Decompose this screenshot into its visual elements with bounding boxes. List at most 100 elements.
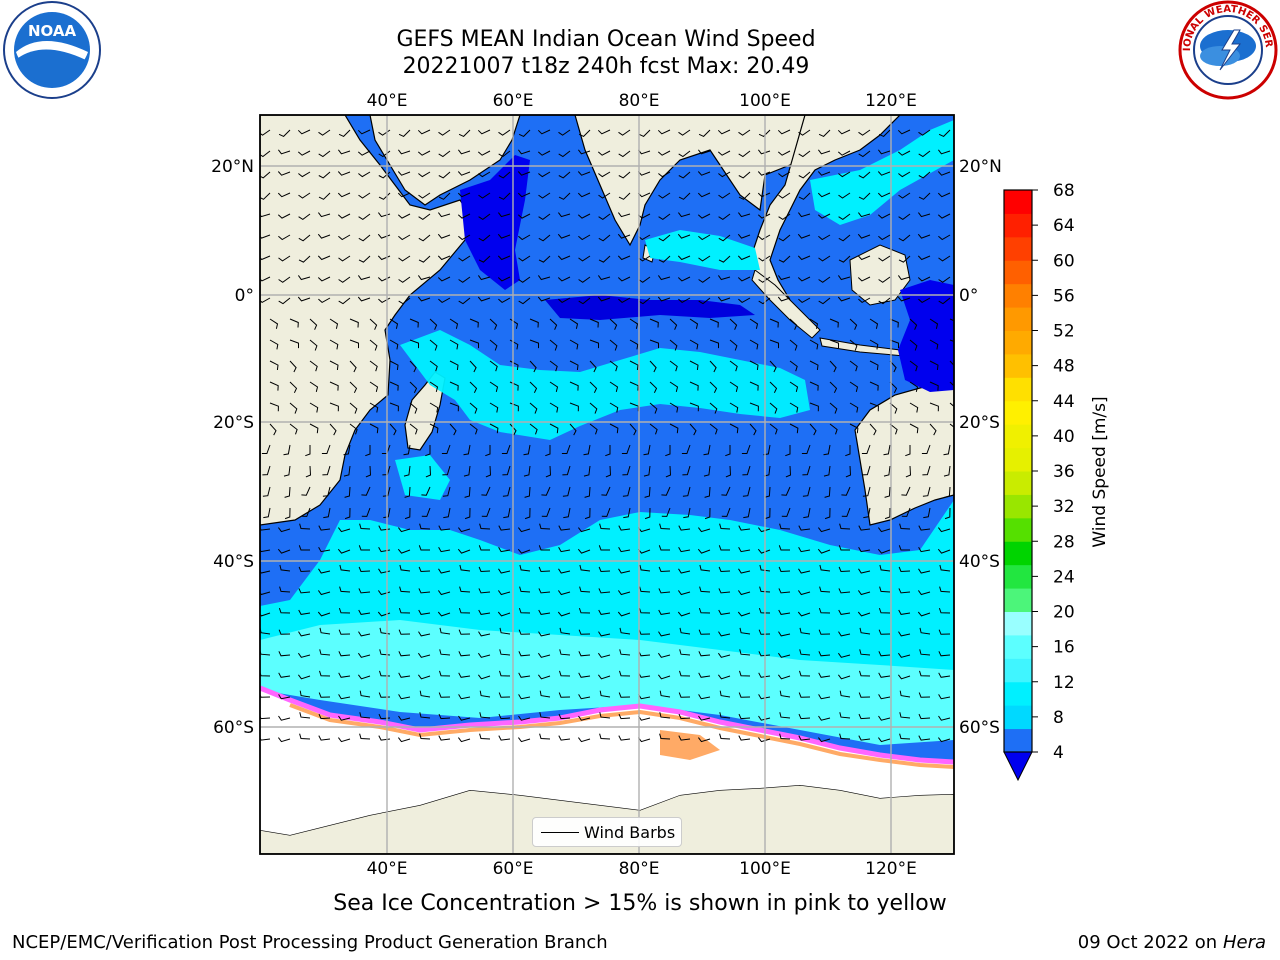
wind-barb: [458, 234, 471, 241]
wind-barb: [779, 733, 791, 740]
wind-barb: [578, 607, 591, 614]
wind-barb: [818, 149, 831, 155]
wind-barb: [649, 318, 659, 328]
wind-barb: [901, 507, 911, 517]
wind-barb: [938, 629, 951, 635]
wind-barb: [357, 296, 371, 302]
wind-barb: [278, 737, 291, 743]
wind-barb: [718, 234, 731, 242]
wind-barb: [397, 548, 411, 554]
wind-barb: [260, 612, 271, 617]
wind-barb: [518, 651, 531, 657]
wind-barb: [769, 381, 778, 394]
wind-barb: [458, 694, 471, 700]
wind-barb: [921, 444, 931, 454]
wind-barb: [617, 255, 631, 261]
wind-barb: [578, 129, 591, 138]
lat-tick-left-40s: 40°S: [213, 552, 254, 572]
wind-barb: [878, 149, 891, 155]
wind-barb: [558, 150, 571, 158]
wind-barb: [677, 233, 691, 239]
wind-barb: [678, 212, 691, 218]
wind-barb: [421, 507, 431, 517]
wind-barb: [738, 129, 751, 136]
wind-barb: [737, 611, 751, 617]
wind-barb: [289, 318, 299, 328]
wind-barb: [329, 318, 339, 329]
wind-barb: [278, 527, 291, 533]
wind-barb: [538, 674, 551, 680]
wind-barb: [719, 712, 731, 719]
wind-barb: [463, 465, 471, 477]
wind-barb: [857, 233, 871, 239]
sea-ice-patch: [660, 730, 720, 760]
wind-barb: [649, 339, 659, 349]
wind-barb: [417, 129, 431, 135]
wind-barb: [678, 713, 691, 720]
wind-barb: [677, 276, 691, 282]
wind-barb: [498, 692, 511, 698]
wind-barb: [738, 150, 751, 158]
wind-barb: [538, 171, 551, 178]
wind-barb: [469, 381, 478, 394]
colorbar-bin: [1004, 213, 1032, 238]
wind-barb: [621, 444, 631, 454]
wind-barb: [949, 402, 954, 408]
sumatra-land: [751, 269, 821, 339]
wind-barb: [905, 465, 912, 478]
colorbar-bin: [1004, 564, 1032, 589]
wind-barb: [558, 297, 571, 304]
wind-barb: [278, 694, 291, 700]
wind-barb: [709, 318, 719, 328]
wind-barb: [858, 735, 871, 741]
wind-barb: [317, 276, 331, 282]
wind-barb: [918, 735, 931, 741]
lat-tick-left-60s: 60°S: [213, 718, 254, 738]
wind-barb: [498, 129, 511, 136]
wind-barb: [609, 318, 618, 330]
wind-barb: [458, 715, 471, 721]
wind-barb: [318, 171, 331, 179]
wind-barb: [698, 276, 711, 283]
wind-barb: [698, 715, 711, 721]
wind-barb: [278, 629, 291, 635]
wind-barb: [569, 318, 579, 329]
wind-barb: [883, 465, 891, 477]
wind-barb: [918, 212, 931, 218]
wind-barb: [629, 318, 639, 329]
wind-barb: [458, 149, 471, 155]
wind-barb: [358, 234, 371, 242]
wind-barb: [497, 611, 511, 617]
wind-barb: [299, 712, 311, 719]
wind-barb: [659, 712, 671, 719]
wind-barb: [682, 486, 691, 497]
wind-barb: [344, 486, 351, 498]
wind-barb: [519, 564, 531, 572]
wind-barb: [557, 255, 571, 261]
wind-barb: [318, 735, 331, 741]
wind-barb: [418, 213, 431, 221]
wind-barb: [798, 525, 811, 531]
wind-barb: [309, 360, 318, 372]
colorbar-bin: [1004, 471, 1032, 495]
wind-barb: [557, 276, 571, 282]
wind-barb: [918, 129, 931, 136]
wind-barb: [558, 546, 571, 553]
wind-barb: [709, 381, 718, 394]
wind-barb: [409, 402, 418, 414]
wind-barb: [659, 523, 671, 530]
wind-barb: [677, 590, 691, 596]
wind-barb: [558, 692, 571, 698]
wind-barb: [541, 486, 551, 496]
wind-barb: [437, 255, 451, 261]
wind-barb: [298, 234, 311, 242]
footer-date: 09 Oct 2022 on Hera: [1078, 932, 1266, 953]
wind-barb: [678, 171, 691, 179]
colorbar-bin: [1004, 658, 1032, 683]
wind-barb: [537, 652, 551, 658]
wind-barb: [937, 213, 951, 219]
wind-barb: [260, 548, 271, 553]
wind-barb: [503, 507, 511, 519]
wind-barb: [718, 213, 731, 221]
wind-barb: [838, 234, 851, 242]
